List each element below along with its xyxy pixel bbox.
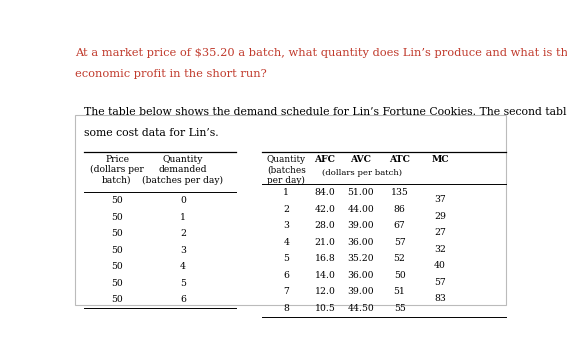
Text: 1: 1 — [283, 188, 289, 197]
Text: 83: 83 — [434, 294, 446, 303]
Text: 39.00: 39.00 — [348, 287, 374, 296]
Text: 3: 3 — [284, 221, 289, 230]
Text: 1: 1 — [180, 213, 186, 222]
Text: 50: 50 — [111, 246, 123, 255]
Text: 4: 4 — [283, 238, 289, 247]
Text: AVC: AVC — [350, 155, 371, 164]
Text: 7: 7 — [284, 287, 289, 296]
Text: 2: 2 — [283, 204, 289, 213]
Text: 57: 57 — [434, 277, 446, 286]
Text: 36.00: 36.00 — [348, 271, 374, 280]
Text: 0: 0 — [180, 196, 186, 205]
Text: 50: 50 — [111, 295, 123, 304]
Text: Price
(dollars per
batch): Price (dollars per batch) — [90, 155, 144, 185]
Text: 84.0: 84.0 — [315, 188, 335, 197]
Text: 29: 29 — [434, 211, 446, 220]
Text: 55: 55 — [393, 304, 405, 313]
Text: 51: 51 — [393, 287, 405, 296]
Text: 14.0: 14.0 — [315, 271, 335, 280]
Text: 6: 6 — [180, 295, 186, 304]
Text: 51.00: 51.00 — [348, 188, 374, 197]
Text: 28.0: 28.0 — [315, 221, 335, 230]
Text: 3: 3 — [180, 246, 186, 255]
Text: (dollars per batch): (dollars per batch) — [322, 169, 402, 177]
Text: 12.0: 12.0 — [315, 287, 335, 296]
Text: 67: 67 — [393, 221, 405, 230]
Text: 44.50: 44.50 — [348, 304, 374, 313]
Text: 10.5: 10.5 — [315, 304, 335, 313]
Text: Quantity
demanded
(batches per day): Quantity demanded (batches per day) — [142, 155, 223, 185]
Text: 36.00: 36.00 — [348, 238, 374, 247]
Text: 39.00: 39.00 — [348, 221, 374, 230]
Text: 32: 32 — [434, 245, 446, 254]
Text: 135: 135 — [391, 188, 408, 197]
Text: 2: 2 — [180, 229, 186, 238]
Text: At a market price of $35.20 a batch, what quantity does Lin’s produce and what i: At a market price of $35.20 a batch, wha… — [75, 48, 567, 58]
Text: some cost data for Lin’s.: some cost data for Lin’s. — [84, 128, 219, 138]
Text: 50: 50 — [111, 196, 123, 205]
Text: 8: 8 — [284, 304, 289, 313]
Text: 86: 86 — [393, 204, 405, 213]
Text: 50: 50 — [111, 213, 123, 222]
Text: Quantity
(batches
per day): Quantity (batches per day) — [266, 155, 306, 185]
Text: 6: 6 — [284, 271, 289, 280]
Text: 50: 50 — [111, 262, 123, 271]
FancyBboxPatch shape — [75, 115, 506, 305]
Text: 42.0: 42.0 — [315, 204, 335, 213]
Text: 5: 5 — [284, 254, 289, 263]
Text: 27: 27 — [434, 228, 446, 237]
Text: 50: 50 — [111, 279, 123, 288]
Text: AFC: AFC — [314, 155, 335, 164]
Text: economic profit in the short run?: economic profit in the short run? — [75, 70, 267, 80]
Text: 37: 37 — [434, 195, 446, 204]
Text: ATC: ATC — [389, 155, 410, 164]
Text: 57: 57 — [393, 238, 405, 247]
Text: 50: 50 — [111, 229, 123, 238]
Text: 52: 52 — [393, 254, 405, 263]
Text: 16.8: 16.8 — [315, 254, 335, 263]
Text: The table below shows the demand schedule for Lin’s Fortune Cookies. The second : The table below shows the demand schedul… — [84, 107, 567, 117]
Text: 40: 40 — [434, 261, 446, 270]
Text: 50: 50 — [393, 271, 405, 280]
Text: 4: 4 — [180, 262, 186, 271]
Text: 44.00: 44.00 — [348, 204, 374, 213]
Text: 21.0: 21.0 — [315, 238, 335, 247]
Text: 35.20: 35.20 — [348, 254, 374, 263]
Text: MC: MC — [431, 155, 449, 164]
Text: 5: 5 — [180, 279, 186, 288]
